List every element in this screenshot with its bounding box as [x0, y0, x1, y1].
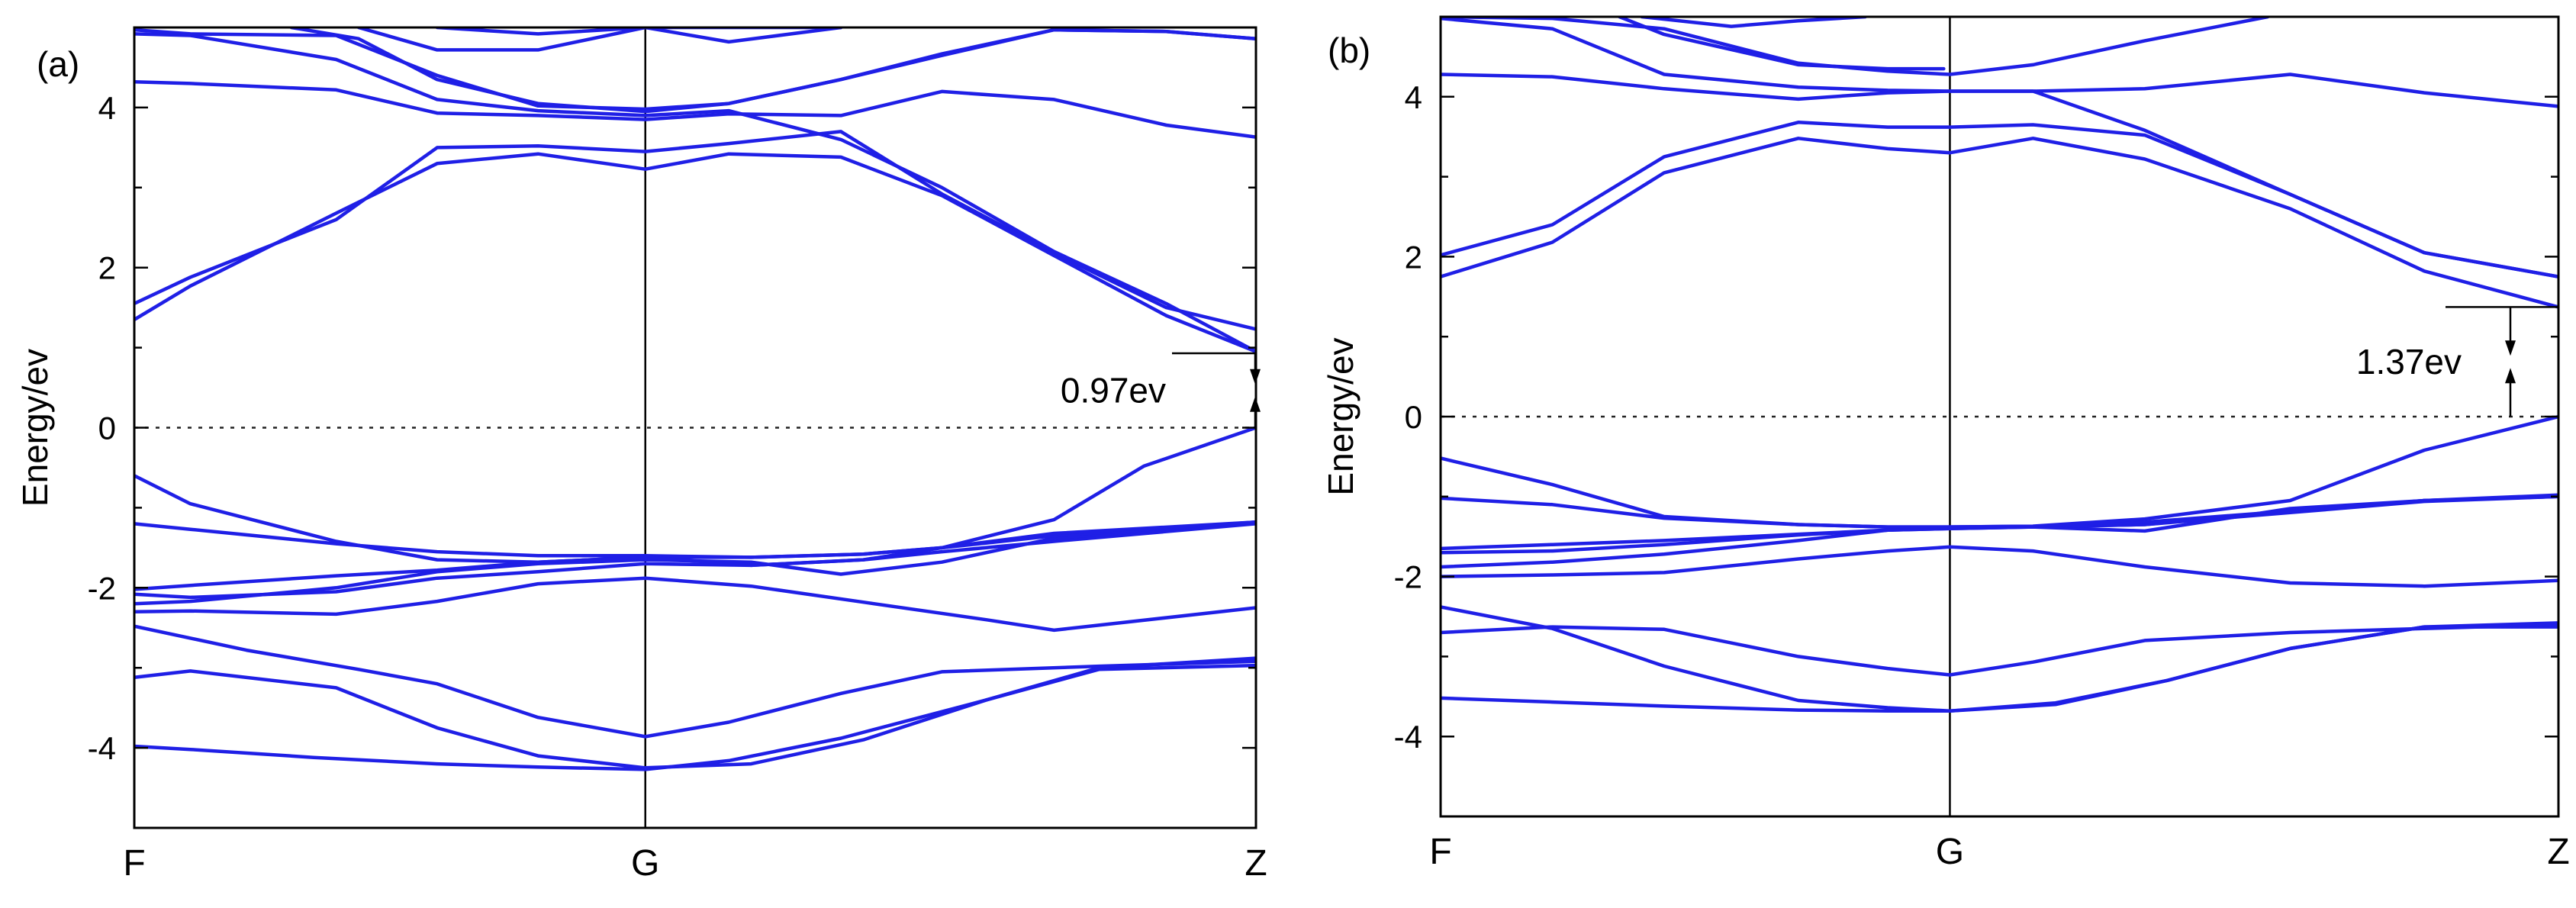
- band-line-b4: [134, 576, 1256, 633]
- gap-arrow-up-head: [1250, 396, 1261, 412]
- band-line-b9: [134, 426, 1256, 568]
- kpoint-label-f: F: [1429, 832, 1451, 872]
- y-tick-label: 2: [1405, 239, 1422, 275]
- kpoint-label-g: G: [631, 843, 659, 884]
- band-line-c6: [1618, 17, 1946, 71]
- kpoint-label-z: Z: [1245, 843, 1267, 884]
- band-line-c6: [289, 27, 1256, 114]
- y-tick-label: 0: [1405, 399, 1422, 435]
- gap-arrow-up-head: [2505, 368, 2516, 384]
- band-line-c7: [1640, 17, 1867, 28]
- band-line-c1: [1441, 137, 2558, 309]
- y-tick-label: -4: [88, 730, 116, 766]
- band-line-c4: [1441, 17, 2558, 279]
- kpoint-label-f: F: [123, 843, 145, 884]
- panel-b: -4 -2 0 2 4 F G Z Energy/ev (b) 1.37ev: [1321, 15, 2570, 872]
- band-series-group: [1441, 17, 2558, 713]
- band-line-b5: [1441, 494, 2558, 569]
- band-line-b2: [134, 656, 1256, 770]
- gap-arrow-down-head: [2505, 340, 2516, 356]
- band-line-c3: [134, 80, 1256, 139]
- gap-arrow-down-head: [1250, 369, 1261, 385]
- band-line-b6: [134, 520, 1256, 606]
- band-line-c1: [134, 152, 1256, 354]
- panel-a: -4 -2 0 2 4 F G Z Energy/ev (a) 0.97ev: [15, 26, 1267, 884]
- band-line-b3: [1441, 623, 2558, 677]
- band-line-c2: [134, 130, 1256, 331]
- y-tick-label: 2: [98, 250, 116, 286]
- band-line-c5: [134, 27, 1256, 111]
- gap-annotation-label: 0.97ev: [1061, 371, 1166, 411]
- band-line-b4: [1441, 545, 2558, 588]
- band-line-c8: [435, 27, 843, 36]
- band-line-b2: [1441, 605, 2558, 713]
- y-axis-label: Energy/ev: [15, 349, 55, 507]
- kpoint-label-g: G: [1936, 832, 1964, 872]
- panel-label: (b): [1328, 31, 1370, 70]
- band-line-c5: [1441, 17, 2270, 76]
- y-tick-label: -2: [88, 570, 116, 606]
- y-axis-label: Energy/ev: [1321, 337, 1360, 495]
- band-line-c7: [356, 27, 843, 52]
- band-line-b9: [1441, 414, 2558, 529]
- y-tick-label: -4: [1394, 719, 1422, 755]
- band-line-c4: [134, 32, 1256, 354]
- y-tick-label: 4: [1405, 79, 1422, 115]
- panel-label: (a): [37, 44, 79, 84]
- y-tick-label: -2: [1394, 559, 1422, 595]
- band-line-b3: [134, 624, 1256, 739]
- y-tick-label: 0: [98, 411, 116, 446]
- gap-annotation-label: 1.37ev: [2356, 342, 2462, 382]
- y-tick-label: 4: [98, 90, 116, 126]
- kpoint-label-z: Z: [2547, 832, 2569, 872]
- band-line-b1: [134, 663, 1256, 771]
- band-series-group: [134, 27, 1256, 771]
